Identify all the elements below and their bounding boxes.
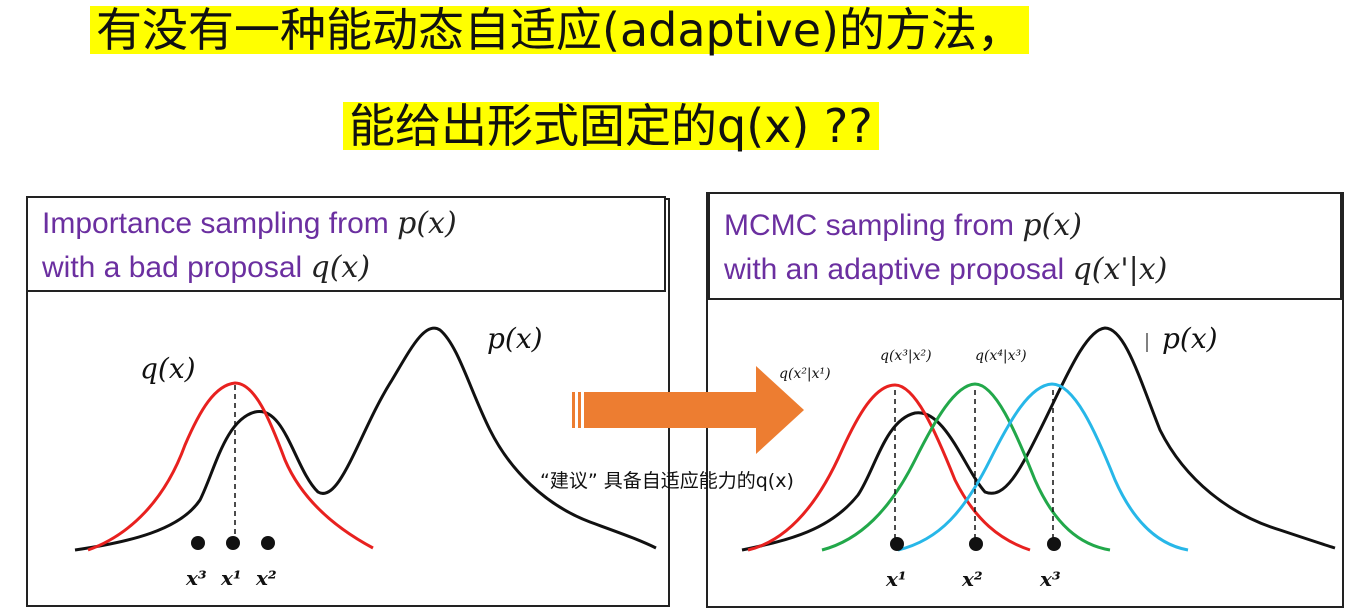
right-proposal-label: q(x³|x²)	[880, 348, 932, 364]
left-heading-line-1: Importance sampling from p(x)	[42, 206, 457, 241]
right-p-curve	[741, 326, 1336, 552]
right-q-blue-curve	[897, 382, 1189, 552]
left-sample-label: x³	[186, 566, 207, 590]
left-heading-line-2: with a bad proposal q(x)	[42, 250, 370, 285]
title-line-2: 能给出形式固定的q(x) ??	[343, 102, 879, 150]
left-heading-line-1-math: p(x)	[397, 206, 457, 241]
left-p-curve	[74, 326, 657, 552]
left-sample-label: x¹	[221, 566, 242, 590]
right-heading-line-2-math: q(x'|x)	[1072, 252, 1168, 287]
right-heading-line-1: MCMC sampling from p(x)	[724, 208, 1082, 243]
right-sample-dot	[969, 537, 983, 551]
right-heading-line-2-text: with an adaptive proposal	[724, 253, 1073, 286]
right-proposal-label: q(x⁴|x³)	[975, 348, 1027, 364]
left-p-label: p(x)	[487, 322, 543, 355]
left-sample-dot	[261, 536, 275, 550]
left-sample-dot	[226, 536, 240, 550]
title-line-1: 有没有一种能动态自适应(adaptive)的方法，	[90, 6, 1030, 54]
left-heading-line-2-text: with a bad proposal	[42, 251, 311, 284]
left-sample-label: x²	[256, 566, 277, 590]
right-sample-label: x³	[1040, 567, 1061, 591]
right-heading-line-1-text: MCMC sampling from	[724, 209, 1023, 242]
right-arrow-icon	[572, 366, 804, 454]
right-p-label: p(x)	[1162, 322, 1218, 355]
right-sample-label: x²	[962, 567, 983, 591]
right-sample-dot	[1047, 537, 1061, 551]
left-heading-line-1-text: Importance sampling from	[42, 207, 398, 240]
left-panel-heading: Importance sampling from p(x) with a bad…	[26, 196, 666, 292]
right-sample-dot	[890, 537, 904, 551]
right-proposal-label: q(x²|x¹)	[779, 366, 831, 382]
right-heading-line-1-math: p(x)	[1022, 208, 1082, 243]
arrow-note: “建议” 具备自适应能力的q(x)	[540, 470, 794, 492]
right-q-red-curve	[747, 383, 1031, 552]
left-heading-line-2-math: q(x)	[310, 250, 371, 285]
right-panel-heading: MCMC sampling from p(x) with an adaptive…	[708, 192, 1342, 300]
left-q-label: q(x)	[140, 352, 196, 385]
left-q-curve	[87, 381, 374, 552]
right-heading-line-2: with an adaptive proposal q(x'|x)	[724, 252, 1167, 287]
right-sample-label: x¹	[886, 567, 907, 591]
left-sample-dot	[191, 536, 205, 550]
